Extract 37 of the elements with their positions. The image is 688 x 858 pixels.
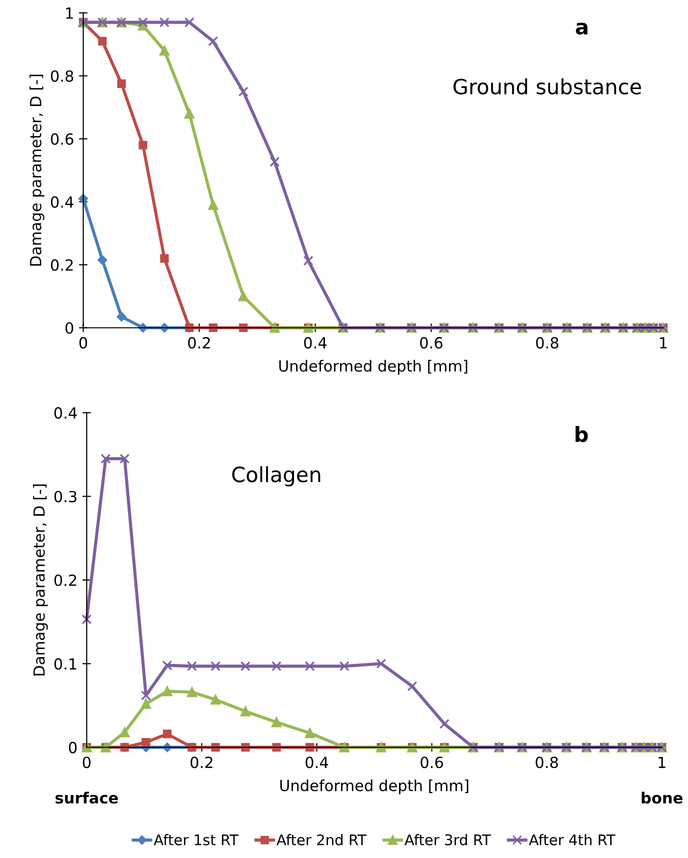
x-tick-label: 0.2 bbox=[190, 756, 212, 768]
y-axis-title: Damage parameter, D [-] bbox=[33, 484, 48, 676]
annotation: Collagen bbox=[232, 466, 320, 486]
annotation: b bbox=[576, 426, 588, 442]
y-tick-label: 0.6 bbox=[50, 133, 74, 145]
x-axis-title: Undeformed depth [mm] bbox=[279, 360, 468, 375]
annotation: a bbox=[576, 22, 588, 35]
x-tick-label: 0.6 bbox=[420, 756, 443, 768]
x-tick-label: 0.2 bbox=[188, 337, 210, 349]
y-tick-label: 0.8 bbox=[50, 70, 74, 82]
annotation: Ground substance bbox=[454, 78, 642, 94]
legend-label: After 2nd RT bbox=[276, 834, 366, 846]
x-axis-title: Undeformed depth [mm] bbox=[280, 779, 468, 794]
x-tick-label: 0.8 bbox=[536, 337, 558, 349]
y-axis-title: Damage parameter, D [-] bbox=[30, 74, 44, 266]
y-tick-label: 0.1 bbox=[54, 658, 76, 670]
text: surface bbox=[56, 792, 118, 804]
y-tick-label: 0.2 bbox=[54, 574, 76, 586]
x-tick-label: 0.6 bbox=[420, 337, 442, 349]
y-tick-label: 0.2 bbox=[50, 259, 73, 271]
x-tick-label: 0 bbox=[79, 337, 88, 349]
y-tick-label: 1 bbox=[66, 8, 73, 19]
y-tick-label: 0.3 bbox=[54, 490, 76, 502]
y-tick-label: 0.4 bbox=[50, 196, 74, 208]
legend-label: After 1st RT bbox=[154, 834, 239, 846]
y-tick-label: 0 bbox=[68, 742, 77, 754]
y-tick-label: 0 bbox=[66, 322, 74, 334]
x-tick-label: 0.4 bbox=[306, 756, 328, 768]
text: bone bbox=[642, 792, 682, 804]
x-tick-label: 0.8 bbox=[536, 756, 558, 768]
x-tick-label: 1 bbox=[660, 337, 667, 348]
y-tick-label: 0.4 bbox=[54, 407, 77, 419]
legend-label: After 4th RT bbox=[528, 834, 616, 846]
x-tick-label: 0 bbox=[82, 756, 91, 768]
legend-label: After 3rd RT bbox=[404, 834, 491, 846]
x-tick-label: 0.4 bbox=[304, 337, 327, 349]
x-tick-label: 1 bbox=[658, 756, 666, 768]
